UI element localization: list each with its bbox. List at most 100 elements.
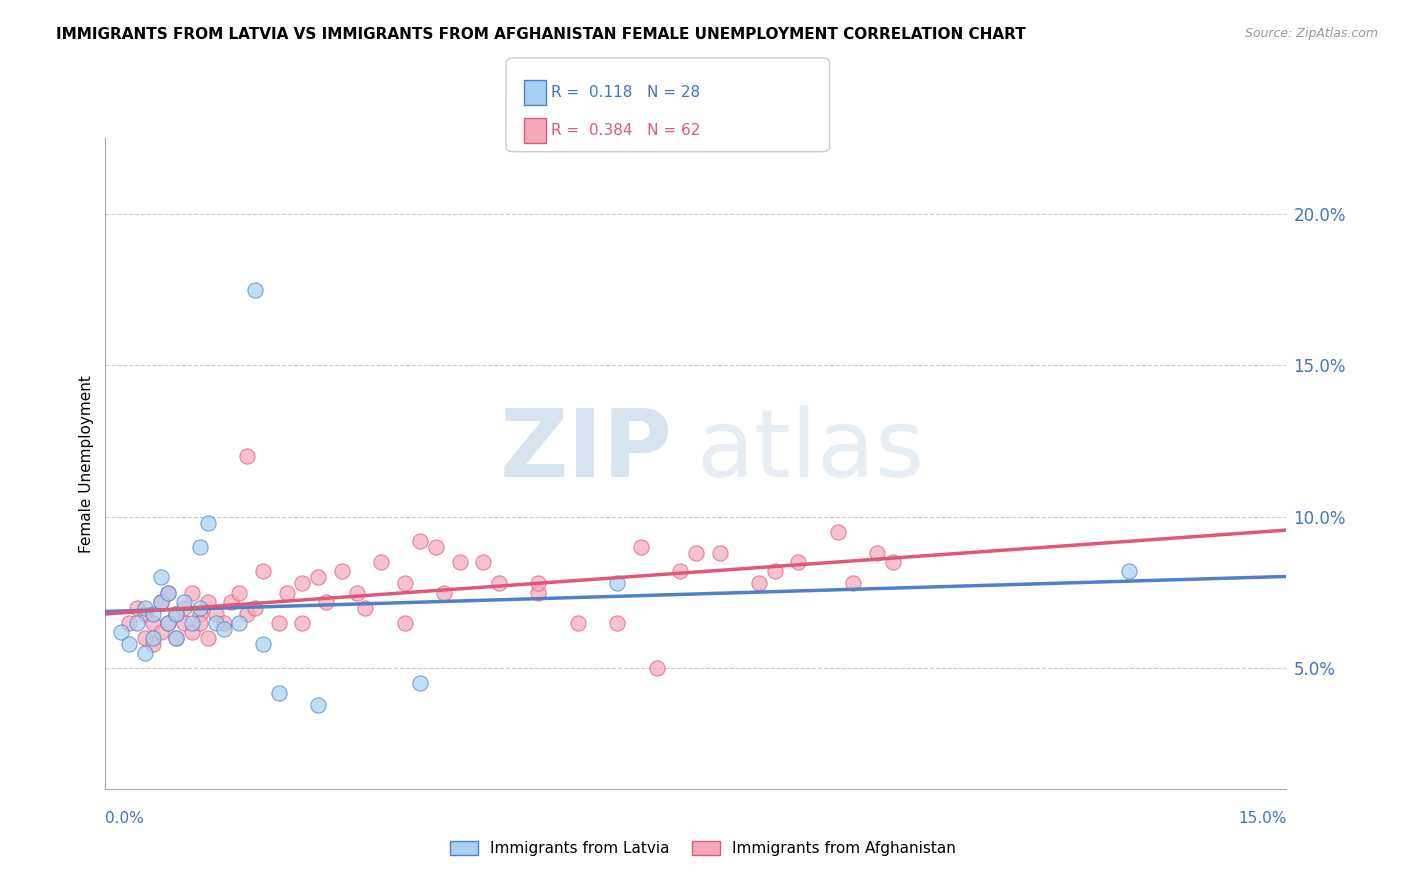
Point — [165, 607, 187, 621]
Point — [165, 607, 187, 621]
Point — [188, 615, 211, 630]
Point — [149, 594, 172, 608]
Point — [827, 524, 849, 539]
Legend: Immigrants from Latvia, Immigrants from Afghanistan: Immigrants from Latvia, Immigrants from … — [444, 835, 962, 862]
Point — [409, 676, 432, 690]
Point — [409, 534, 432, 549]
Point — [645, 661, 668, 675]
Point — [197, 631, 219, 645]
Point — [630, 540, 652, 554]
Point — [134, 607, 156, 621]
Point — [149, 594, 172, 608]
Point — [685, 546, 707, 560]
Point — [606, 576, 628, 591]
Point — [787, 555, 810, 569]
Point — [1118, 565, 1140, 579]
Point — [149, 624, 172, 639]
Text: ZIP: ZIP — [499, 405, 672, 497]
Point — [354, 600, 377, 615]
Text: 15.0%: 15.0% — [1239, 812, 1286, 826]
Point — [236, 450, 259, 464]
Point — [291, 576, 314, 591]
Point — [197, 516, 219, 530]
Text: Source: ZipAtlas.com: Source: ZipAtlas.com — [1244, 27, 1378, 40]
Point — [165, 631, 187, 645]
Point — [330, 565, 353, 579]
Point — [125, 600, 148, 615]
Point — [173, 600, 195, 615]
Point — [157, 585, 180, 599]
Point — [149, 570, 172, 584]
Point — [488, 576, 510, 591]
Point — [142, 607, 165, 621]
Point — [142, 631, 165, 645]
Point — [425, 540, 447, 554]
Point — [315, 594, 337, 608]
Point — [252, 565, 274, 579]
Point — [267, 615, 290, 630]
Point — [267, 685, 290, 699]
Point — [134, 600, 156, 615]
Point — [307, 698, 329, 712]
Point — [181, 624, 204, 639]
Point — [567, 615, 589, 630]
Point — [157, 615, 180, 630]
Point — [228, 585, 250, 599]
Text: atlas: atlas — [696, 405, 924, 497]
Point — [276, 585, 298, 599]
Point — [307, 570, 329, 584]
Point — [181, 615, 204, 630]
Point — [188, 607, 211, 621]
Point — [142, 615, 165, 630]
Point — [228, 615, 250, 630]
Point — [134, 631, 156, 645]
Y-axis label: Female Unemployment: Female Unemployment — [79, 375, 94, 553]
Point — [212, 615, 235, 630]
Point — [346, 585, 368, 599]
Point — [472, 555, 495, 569]
Text: R =  0.384   N = 62: R = 0.384 N = 62 — [551, 123, 700, 137]
Point — [394, 615, 416, 630]
Point — [197, 594, 219, 608]
Point — [165, 631, 187, 645]
Point — [212, 622, 235, 636]
Point — [125, 615, 148, 630]
Point — [866, 546, 889, 560]
Point — [252, 637, 274, 651]
Point — [142, 637, 165, 651]
Point — [173, 615, 195, 630]
Point — [748, 576, 770, 591]
Point — [606, 615, 628, 630]
Point — [394, 576, 416, 591]
Point — [669, 565, 692, 579]
Text: IMMIGRANTS FROM LATVIA VS IMMIGRANTS FROM AFGHANISTAN FEMALE UNEMPLOYMENT CORREL: IMMIGRANTS FROM LATVIA VS IMMIGRANTS FRO… — [56, 27, 1026, 42]
Point — [882, 555, 904, 569]
Point — [134, 646, 156, 660]
Point — [236, 607, 259, 621]
Point — [157, 615, 180, 630]
Point — [118, 615, 141, 630]
Point — [291, 615, 314, 630]
Point — [243, 600, 266, 615]
Point — [188, 540, 211, 554]
Point — [173, 594, 195, 608]
Point — [709, 546, 731, 560]
Point — [370, 555, 392, 569]
Point — [842, 576, 865, 591]
Point — [221, 594, 243, 608]
Point — [188, 600, 211, 615]
Point — [527, 585, 550, 599]
Point — [204, 615, 226, 630]
Point — [527, 576, 550, 591]
Point — [243, 283, 266, 297]
Point — [763, 565, 786, 579]
Text: R =  0.118   N = 28: R = 0.118 N = 28 — [551, 85, 700, 100]
Point — [433, 585, 456, 599]
Text: 0.0%: 0.0% — [105, 812, 145, 826]
Point — [181, 585, 204, 599]
Point — [110, 624, 132, 639]
Point — [157, 585, 180, 599]
Point — [204, 607, 226, 621]
Point — [118, 637, 141, 651]
Point — [449, 555, 471, 569]
